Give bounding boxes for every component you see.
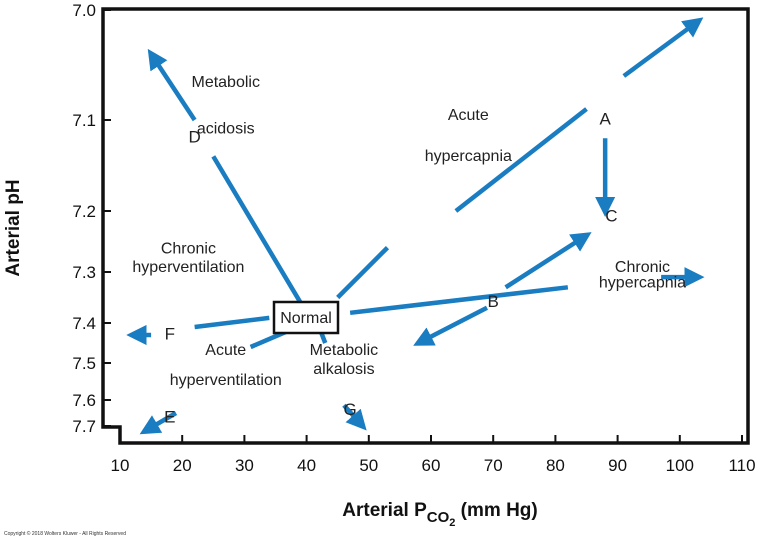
x-tick-label: 90: [608, 456, 627, 475]
annotation-chronic-hypercapnia: Chronic: [615, 259, 670, 276]
x-tick-label: 60: [422, 456, 441, 475]
arrow-segment: [139, 411, 178, 435]
arrows: [126, 17, 705, 435]
copyright-notice: Copyright © 2018 Wolters Kluwer - All Ri…: [4, 531, 126, 537]
arrow-segment: [147, 48, 197, 122]
point-letter-G: G: [344, 400, 357, 419]
arrow-segment: [622, 17, 704, 78]
y-tick-label: 7.6: [72, 391, 96, 410]
y-tick-label: 7.7: [72, 417, 96, 436]
y-tick-label: 7.2: [72, 202, 96, 221]
x-tick-label: 100: [666, 456, 694, 475]
x-tick-labels: 10 20 30 40 50 60 70 80 90 100 110: [111, 435, 756, 475]
x-tick-label: 80: [546, 456, 565, 475]
x-tick-label: 30: [235, 456, 254, 475]
point-letter-C: C: [605, 207, 617, 226]
x-axis-title: Arterial PCO2 (mm Hg): [342, 500, 537, 529]
x-tick-label: 110: [728, 456, 755, 475]
normal-label: Normal: [280, 310, 332, 327]
arrow-segment: [349, 285, 569, 316]
arrow-b-from-acute-hyperventilation: [413, 305, 489, 346]
annotation-metabolic-acidosis: Metabolic: [191, 74, 259, 91]
x-tick-label: 50: [359, 456, 378, 475]
arrow-segment: [413, 305, 489, 346]
point-letter-A: A: [599, 109, 611, 128]
y-tick-label: 7.1: [72, 111, 96, 130]
normal-box: Normal: [272, 300, 340, 335]
arrow-segment: [336, 246, 390, 300]
annotation-acute-hyperventilation: hyperventilation: [170, 372, 282, 389]
annotation-metabolic-alkalosis: alkalosis: [313, 361, 374, 378]
x-tick-label: 10: [111, 456, 130, 475]
y-tick-label: 7.5: [72, 354, 96, 373]
annotation-acute-hypercapnia: Acute: [448, 107, 489, 124]
x-axis-title-sub: CO: [427, 509, 450, 526]
plot-frame: [101, 7, 750, 445]
annotation-chronic-hyperventilation: Chronic: [161, 241, 216, 258]
arrow-b-to-c: [504, 232, 592, 290]
x-axis-title-subsub: 2: [449, 517, 455, 529]
annotation-chronic-hyperventilation: hyperventilation: [132, 259, 244, 276]
annotation-metabolic-acidosis: acidosis: [197, 121, 255, 138]
point-letter-D: D: [188, 128, 200, 147]
x-tick-label: 40: [297, 456, 316, 475]
arrow-segment: [342, 403, 367, 431]
y-tick-label: 7.3: [72, 263, 96, 282]
arrow-segment: [194, 315, 270, 330]
y-tick-label: 7.4: [72, 314, 96, 333]
point-letter-B: B: [488, 292, 499, 311]
annotations: MetabolicacidosisAcutehypercapniaChronic…: [132, 74, 686, 389]
arrow-segment: [454, 107, 588, 213]
point-letter-E: E: [164, 408, 175, 427]
point-letters: A B C D E F G: [164, 109, 617, 426]
x-tick-label: 70: [484, 456, 503, 475]
point-letter-F: F: [165, 324, 175, 343]
arrow-segment: [504, 232, 592, 290]
y-tick-label: 7.0: [72, 1, 96, 20]
y-axis-title: Arterial pH: [3, 179, 24, 276]
x-axis-title-suffix: (mm Hg): [455, 500, 537, 521]
arrow-chronic-hyperventilation: [126, 315, 270, 346]
annotation-acute-hypercapnia: hypercapnia: [425, 148, 512, 165]
annotation-acute-hyperventilation: Acute: [205, 342, 246, 359]
arrow-chronic-hypercapnia: [349, 266, 705, 316]
arrow-segment: [211, 155, 309, 314]
y-tick-labels: 7.0 7.1 7.2 7.3 7.4 7.5 7.6 7.7: [72, 1, 111, 436]
arrow-acute-hypercapnia: [336, 17, 704, 300]
x-tick-label: 20: [173, 456, 192, 475]
arrow-metabolic-acidosis: [147, 48, 309, 314]
x-axis-title-prefix: Arterial P: [342, 500, 427, 521]
annotation-chronic-hypercapnia: hypercapnia: [599, 274, 686, 291]
annotation-metabolic-alkalosis: Metabolic: [310, 342, 378, 359]
